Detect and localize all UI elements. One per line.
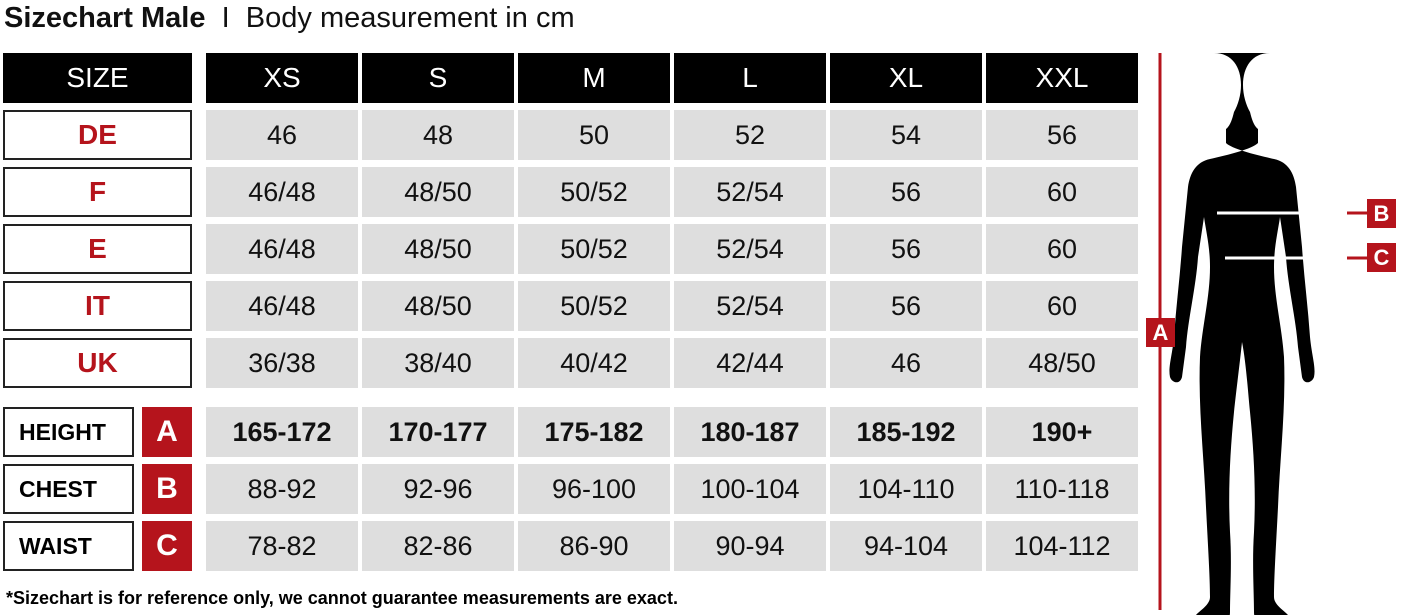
- region-label-f: F: [3, 167, 192, 217]
- table-cell: 50/52: [518, 167, 670, 217]
- marker-badge-b: B: [142, 464, 192, 514]
- marker-badge-a: A: [142, 407, 192, 457]
- table-cell: 86-90: [518, 521, 670, 571]
- table-cell: 50: [518, 110, 670, 160]
- table-cell: 190+: [986, 407, 1138, 457]
- table-cell: 100-104: [674, 464, 826, 514]
- table-cell: 56: [830, 167, 982, 217]
- region-label-de: DE: [3, 110, 192, 160]
- table-cell: 104-112: [986, 521, 1138, 571]
- table-cell: 78-82: [206, 521, 358, 571]
- table-cell: 54: [830, 110, 982, 160]
- table-cell: 52/54: [674, 224, 826, 274]
- measurement-label-height: HEIGHT: [3, 407, 134, 457]
- table-cell: 165-172: [206, 407, 358, 457]
- table-cell: 48: [362, 110, 514, 160]
- table-cell: 104-110: [830, 464, 982, 514]
- table-cell: 94-104: [830, 521, 982, 571]
- table-cell: 46/48: [206, 167, 358, 217]
- size-header-l: L: [674, 53, 826, 103]
- size-header-xs: XS: [206, 53, 358, 103]
- table-cell: 38/40: [362, 338, 514, 388]
- region-label-it: IT: [3, 281, 192, 331]
- size-header-xxl: XXL: [986, 53, 1138, 103]
- height-marker: A: [1146, 318, 1175, 347]
- table-cell: 56: [986, 110, 1138, 160]
- region-label-e: E: [3, 224, 192, 274]
- table-cell: 40/42: [518, 338, 670, 388]
- measurement-label-chest: CHEST: [3, 464, 134, 514]
- table-cell: 82-86: [362, 521, 514, 571]
- waist-marker: C: [1367, 243, 1396, 272]
- table-cell: 50/52: [518, 281, 670, 331]
- table-cell: 92-96: [362, 464, 514, 514]
- table-cell: 175-182: [518, 407, 670, 457]
- silhouette-icon: [1169, 53, 1315, 615]
- table-cell: 52: [674, 110, 826, 160]
- table-cell: 50/52: [518, 224, 670, 274]
- size-header-xl: XL: [830, 53, 982, 103]
- table-cell: 46: [830, 338, 982, 388]
- table-cell: 46/48: [206, 281, 358, 331]
- table-cell: 46: [206, 110, 358, 160]
- body-silhouette: [1158, 53, 1368, 615]
- table-cell: 170-177: [362, 407, 514, 457]
- measurement-label-waist: WAIST: [3, 521, 134, 571]
- chest-marker: B: [1367, 199, 1396, 228]
- table-cell: 48/50: [362, 224, 514, 274]
- table-cell: 180-187: [674, 407, 826, 457]
- table-cell: 48/50: [986, 338, 1138, 388]
- table-cell: 60: [986, 167, 1138, 217]
- table-cell: 36/38: [206, 338, 358, 388]
- table-cell: 56: [830, 224, 982, 274]
- size-header-s: S: [362, 53, 514, 103]
- table-cell: 56: [830, 281, 982, 331]
- table-cell: 90-94: [674, 521, 826, 571]
- table-cell: 52/54: [674, 167, 826, 217]
- table-cell: 110-118: [986, 464, 1138, 514]
- table-cell: 52/54: [674, 281, 826, 331]
- marker-badge-c: C: [142, 521, 192, 571]
- table-cell: 46/48: [206, 224, 358, 274]
- table-cell: 48/50: [362, 281, 514, 331]
- table-cell: 48/50: [362, 167, 514, 217]
- table-cell: 96-100: [518, 464, 670, 514]
- table-cell: 42/44: [674, 338, 826, 388]
- table-cell: 185-192: [830, 407, 982, 457]
- disclaimer: *Sizechart is for reference only, we can…: [6, 588, 678, 608]
- table-cell: 60: [986, 224, 1138, 274]
- size-header-label: SIZE: [3, 53, 192, 103]
- table-cell: 88-92: [206, 464, 358, 514]
- table-cell: 60: [986, 281, 1138, 331]
- size-header-m: M: [518, 53, 670, 103]
- region-label-uk: UK: [3, 338, 192, 388]
- page-title: Sizechart Male I Body measurement in cm: [4, 2, 575, 34]
